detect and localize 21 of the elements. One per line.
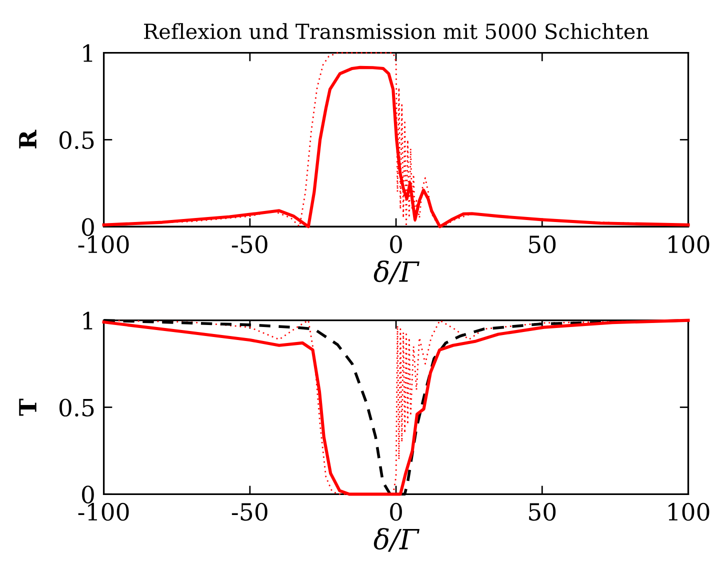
chart-title: Reflexion und Transmission mit 5000 Schichten xyxy=(144,23,649,40)
x-tick-label: 100 xyxy=(668,502,710,521)
x-tick-label: 50 xyxy=(529,502,556,521)
y-tick-label: 0 xyxy=(82,218,94,236)
x-tick-label: 0 xyxy=(390,502,402,521)
y-tick-label: 1 xyxy=(83,312,92,330)
y-tick-label: 1 xyxy=(83,44,92,62)
x-tick-label: -50 xyxy=(232,502,268,521)
x-tick-label: 50 xyxy=(529,235,556,254)
y-tick-label: 0.5 xyxy=(59,398,94,417)
x-tick-label: -50 xyxy=(232,235,268,254)
y-axis-title: T xyxy=(19,398,36,416)
y-tick-label: 0 xyxy=(82,486,94,504)
x-tick-label: -100 xyxy=(78,502,129,521)
x-tick-label: 0 xyxy=(390,235,402,254)
x-tick-label: -100 xyxy=(78,235,129,254)
y-tick-label: 0.5 xyxy=(59,131,94,150)
y-axis-title: R xyxy=(19,130,36,148)
x-tick-label: 100 xyxy=(668,235,710,254)
x-axis-title: δ/Γ xyxy=(374,260,420,284)
x-axis-title: δ/Γ xyxy=(374,528,420,552)
